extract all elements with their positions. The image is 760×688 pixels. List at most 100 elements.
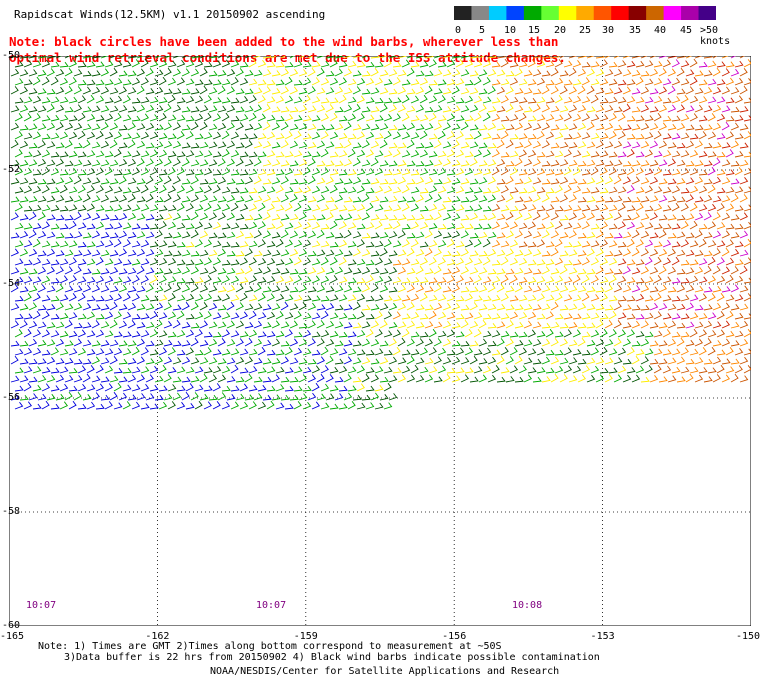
wind-barb: [689, 312, 699, 320]
wind-barb: [275, 384, 285, 392]
wind-barb: [374, 294, 384, 302]
wind-barb: [599, 187, 609, 194]
wind-barb: [424, 304, 434, 311]
wind-barb: [28, 376, 38, 383]
wind-barb: [658, 195, 668, 203]
wind-barb: [113, 311, 122, 320]
wind-barb: [730, 321, 740, 329]
wind-barb: [122, 367, 132, 374]
wind-barb: [37, 195, 47, 203]
time-label: 10:07: [256, 600, 287, 611]
wind-barb: [320, 257, 329, 266]
wind-barb: [329, 330, 339, 338]
wind-barb: [487, 106, 497, 113]
wind-barb: [91, 70, 101, 77]
wind-barb: [536, 223, 546, 230]
wind-barb: [392, 276, 402, 284]
colorbar-swatch: [558, 6, 577, 20]
wind-barb: [433, 56, 442, 59]
wind-barb: [140, 58, 149, 68]
wind-barb: [181, 249, 191, 257]
wind-barb: [91, 159, 101, 167]
wind-barb: [41, 76, 50, 86]
wind-barb: [100, 285, 110, 293]
wind-barb: [397, 160, 407, 167]
wind-barb: [307, 374, 316, 383]
wind-barb: [469, 141, 479, 149]
wind-barb: [73, 142, 83, 149]
wind-barb: [64, 160, 74, 167]
wind-barb: [68, 240, 78, 248]
wind-barb: [631, 374, 641, 383]
wind-barb: [95, 275, 105, 284]
wind-barb: [577, 160, 587, 167]
wind-barb: [19, 124, 29, 131]
wind-barb: [680, 259, 690, 266]
wind-barb: [262, 104, 271, 113]
wind-barb: [100, 178, 110, 185]
wind-barb: [428, 257, 437, 266]
wind-barb: [739, 212, 748, 221]
wind-barb: [239, 169, 249, 176]
wind-barb: [104, 401, 113, 410]
wind-barb: [307, 123, 317, 131]
wind-barb: [14, 131, 23, 140]
wind-barb: [442, 373, 451, 383]
wind-barb: [64, 67, 73, 77]
wind-barb: [86, 79, 96, 86]
wind-barb: [284, 151, 294, 158]
wind-barb: [230, 275, 240, 284]
wind-barb: [289, 357, 299, 365]
wind-barb: [109, 232, 119, 239]
wind-barb: [743, 348, 751, 356]
wind-barb: [158, 240, 168, 248]
wind-barb: [361, 106, 371, 113]
wind-barb: [109, 250, 119, 257]
wind-barb: [622, 304, 632, 311]
wind-barb: [698, 131, 707, 140]
wind-barb: [442, 320, 452, 329]
wind-barb: [59, 348, 69, 356]
wind-barb: [640, 284, 650, 293]
wind-barb: [208, 56, 218, 59]
wind-barb: [397, 266, 407, 275]
wind-barb: [590, 365, 600, 374]
wind-barb: [401, 277, 411, 284]
wind-barb: [536, 276, 546, 284]
wind-barb: [649, 106, 659, 113]
wind-barb: [118, 159, 128, 167]
wind-barb: [379, 178, 389, 185]
wind-barb: [446, 131, 455, 140]
wind-barb: [428, 366, 438, 374]
wind-barb: [725, 186, 735, 194]
wind-barb: [698, 367, 708, 374]
wind-barb: [46, 159, 56, 167]
wind-barb: [644, 149, 654, 158]
wind-barb: [401, 295, 411, 302]
wind-barb: [365, 61, 375, 68]
wind-barb: [271, 106, 281, 113]
wind-barb: [379, 376, 389, 383]
wind-barb: [590, 329, 600, 338]
wind-barb: [284, 312, 294, 320]
wind-barb: [365, 402, 375, 410]
wind-barb: [46, 393, 56, 401]
wind-barb: [68, 385, 78, 392]
wind-barb: [410, 186, 420, 194]
wind-barb: [122, 384, 132, 392]
wind-barb: [451, 375, 461, 383]
wind-barb: [649, 286, 659, 293]
wind-barb: [208, 212, 217, 221]
wind-barb: [550, 178, 560, 185]
wind-barb: [491, 204, 501, 212]
wind-barb: [131, 275, 140, 284]
colorbar-swatch: [698, 6, 717, 20]
wind-barb: [239, 204, 249, 212]
wind-barb: [685, 339, 695, 347]
wind-barb: [149, 403, 159, 410]
wind-barb: [595, 176, 605, 185]
wind-barb: [307, 86, 316, 95]
wind-barb: [442, 338, 452, 347]
wind-barb: [509, 221, 519, 230]
wind-barb: [266, 366, 276, 374]
